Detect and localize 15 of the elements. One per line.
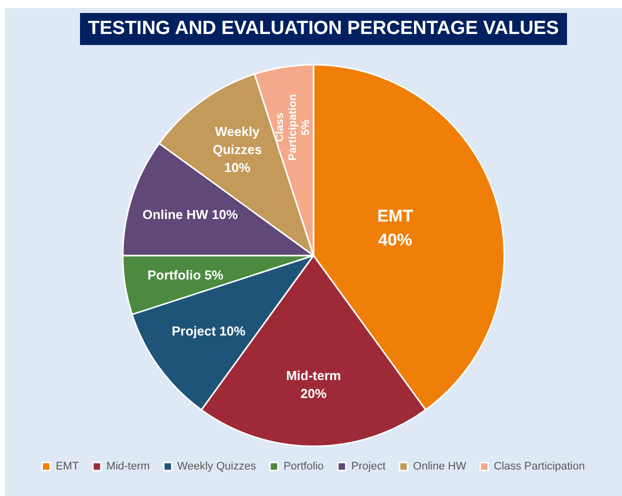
legend-label: Class Participation: [494, 460, 585, 473]
data-label: Portfolio 5%: [147, 267, 224, 282]
chart-title: TESTING AND EVALUATION PERCENTAGE VALUES: [80, 13, 567, 45]
legend-label: Weekly Quizzes: [177, 460, 256, 473]
data-label: Project 10%: [172, 323, 246, 338]
legend-label: Mid-term: [106, 460, 150, 473]
data-label: Online HW 10%: [142, 206, 238, 222]
data-label: Class Participation 5%: [274, 94, 312, 161]
data-label: Weekly Quizzes 10%: [212, 124, 262, 176]
legend-label: Portfolio: [283, 460, 324, 473]
legend-label: Project: [351, 460, 386, 473]
data-label: Mid-term 20%: [286, 368, 341, 401]
legend-label: Online HW: [413, 460, 467, 473]
legend-label: EMT: [56, 460, 80, 473]
data-label: EMT 40%: [377, 206, 414, 250]
